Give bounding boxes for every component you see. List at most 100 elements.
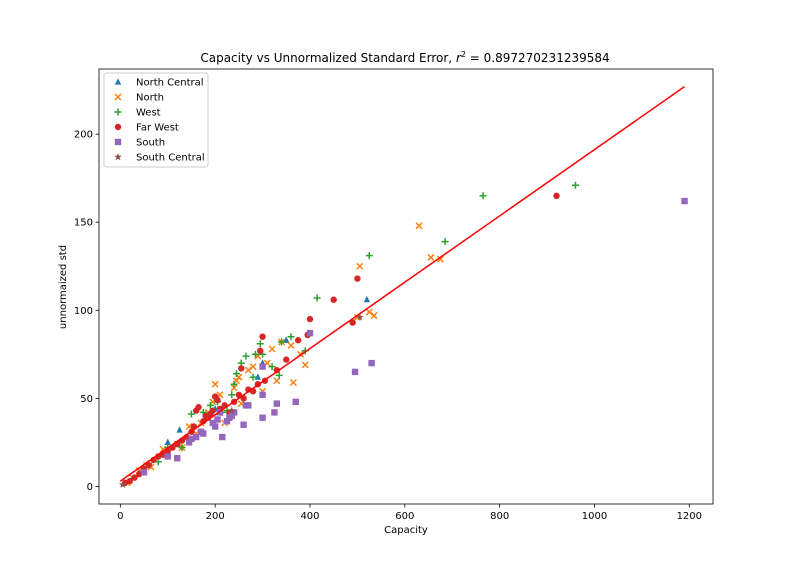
series-south-central xyxy=(118,313,364,488)
data-point xyxy=(214,396,221,404)
data-point xyxy=(164,453,171,460)
data-point xyxy=(275,371,283,379)
data-point xyxy=(195,403,202,411)
y-tick-label: 200 xyxy=(74,130,93,141)
data-point xyxy=(245,402,252,409)
data-point xyxy=(228,412,235,420)
data-point xyxy=(292,398,299,406)
x-tick-label: 0 xyxy=(117,511,123,522)
legend-marker xyxy=(114,78,122,85)
data-point xyxy=(188,435,195,443)
data-point xyxy=(230,380,238,388)
x-tick-label: 800 xyxy=(490,511,509,522)
data-point xyxy=(289,378,297,387)
legend-label: South Central xyxy=(136,153,205,164)
data-point xyxy=(681,197,688,205)
data-point xyxy=(259,414,266,421)
data-point xyxy=(436,255,444,263)
legend-marker xyxy=(114,138,122,146)
data-point xyxy=(479,192,487,200)
data-point xyxy=(259,391,266,399)
data-point xyxy=(131,474,138,481)
data-point xyxy=(283,336,290,343)
legend-entry: West xyxy=(114,108,161,119)
y-tick-label: 50 xyxy=(80,394,93,405)
data-point xyxy=(200,430,207,437)
x-tick-label: 200 xyxy=(206,511,225,522)
data-point xyxy=(254,373,262,380)
data-point xyxy=(415,222,423,230)
data-point xyxy=(572,181,580,189)
data-point xyxy=(313,294,321,302)
data-point xyxy=(209,407,216,414)
data-point xyxy=(349,319,356,326)
data-point xyxy=(294,337,302,344)
legend-label: North Central xyxy=(136,78,204,89)
data-point xyxy=(368,359,375,367)
regression-line xyxy=(119,85,685,482)
data-point xyxy=(230,409,238,416)
data-point xyxy=(259,333,266,340)
data-point xyxy=(287,341,295,350)
data-point xyxy=(257,347,264,354)
legend-entry: South xyxy=(114,138,165,149)
legend-marker xyxy=(114,93,122,101)
data-point xyxy=(278,338,286,346)
x-axis-label: Capacity xyxy=(384,525,428,536)
data-point xyxy=(370,312,378,320)
legend-label: Far West xyxy=(136,123,179,134)
data-point xyxy=(211,423,219,430)
series-far-west xyxy=(121,192,560,487)
data-point xyxy=(164,438,171,445)
data-point xyxy=(185,439,193,446)
series-south xyxy=(140,197,688,476)
data-point xyxy=(227,406,236,414)
series-north-central xyxy=(164,295,371,445)
x-tick-label: 1000 xyxy=(582,511,607,522)
y-tick-label: 150 xyxy=(74,218,93,229)
data-points xyxy=(118,181,688,488)
data-point xyxy=(211,380,219,388)
legend-entry: Far West xyxy=(114,123,179,134)
y-tick-label: 0 xyxy=(87,482,93,493)
legend-label: West xyxy=(136,108,161,119)
data-point xyxy=(249,363,257,371)
data-point xyxy=(363,295,371,303)
data-point xyxy=(244,366,252,374)
data-point xyxy=(219,433,226,441)
legend-marker xyxy=(114,108,122,116)
plot-frame xyxy=(98,68,714,505)
legend-box xyxy=(103,72,209,168)
data-point xyxy=(176,426,183,433)
legend-label: North xyxy=(136,93,164,104)
data-point xyxy=(192,433,200,441)
data-point xyxy=(251,350,259,358)
legend-entry: South Central xyxy=(114,153,205,164)
data-point xyxy=(273,366,280,374)
data-point xyxy=(238,365,245,372)
data-point xyxy=(365,252,373,260)
legend-marker xyxy=(114,153,122,161)
data-point xyxy=(365,308,373,316)
data-point xyxy=(118,480,127,488)
data-point xyxy=(351,368,359,376)
data-point xyxy=(259,363,266,370)
data-point xyxy=(230,384,238,392)
data-point xyxy=(187,410,195,418)
chart-title: Capacity vs Unnormalized Standard Error,… xyxy=(200,50,609,65)
x-tick-label: 1200 xyxy=(677,511,702,522)
data-point xyxy=(209,419,216,427)
data-point xyxy=(185,422,193,431)
data-point xyxy=(306,329,314,337)
data-point xyxy=(271,409,278,416)
data-point xyxy=(242,352,250,360)
legend-entry: North Central xyxy=(114,78,204,89)
data-point xyxy=(427,253,435,261)
regression-line-layer xyxy=(119,85,685,482)
legend-label: South xyxy=(136,138,165,149)
data-point xyxy=(287,333,295,341)
data-point xyxy=(273,400,280,407)
data-point xyxy=(126,477,134,485)
data-point xyxy=(330,296,337,303)
